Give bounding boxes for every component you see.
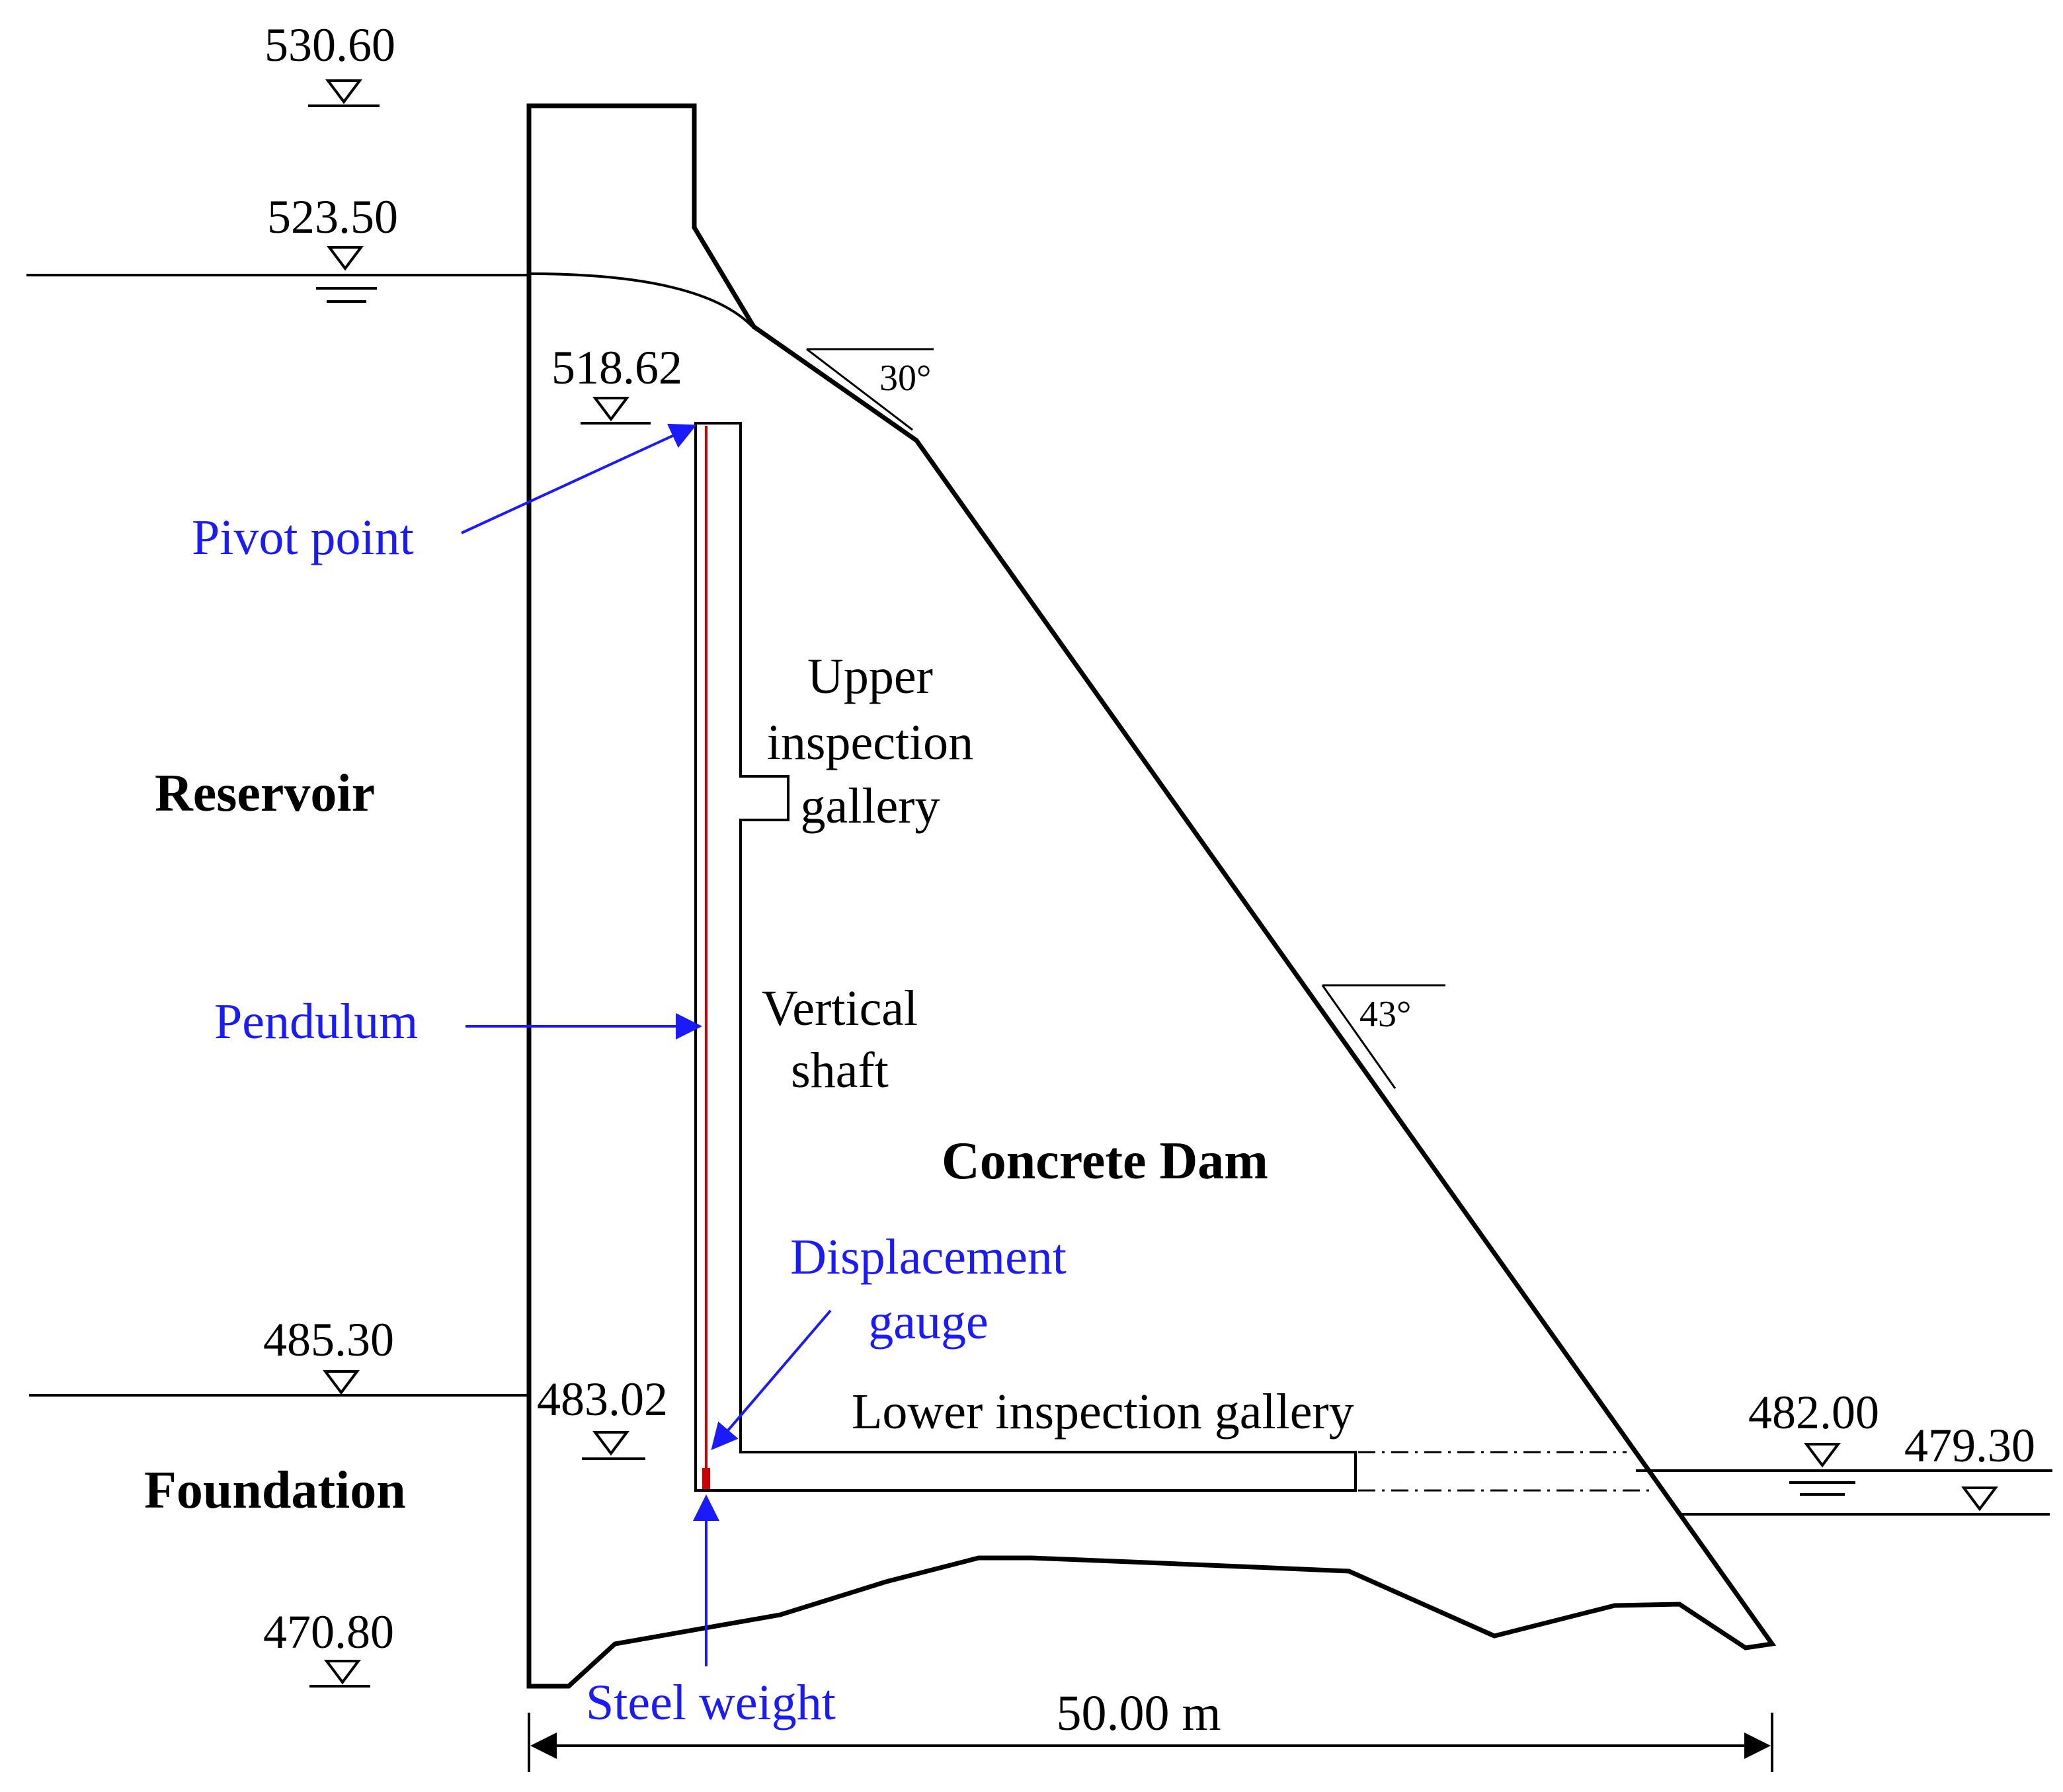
slope-30-indicator: [806, 348, 934, 431]
svg-text:Vertical: Vertical: [762, 981, 918, 1036]
elevation-marker-gauge: 483.02: [537, 1373, 668, 1460]
angle-30-label: 30°: [879, 358, 931, 399]
displacement-gauge-label: Displacement gauge: [790, 1229, 1067, 1350]
elevation-marker-foundation-bottom: 470.80: [263, 1606, 394, 1688]
pendulum-label: Pendulum: [214, 994, 418, 1049]
pivot-point-arrow: [461, 423, 697, 534]
elevation-marker-foundation-top: 485.30: [263, 1313, 394, 1397]
svg-text:485.30: 485.30: [263, 1313, 394, 1366]
svg-text:gauge: gauge: [868, 1294, 988, 1350]
vertical-shaft-label: Vertical shaft: [762, 981, 918, 1098]
lower-gallery-label: Lower inspection gallery: [852, 1384, 1354, 1440]
angle-43-label: 43°: [1359, 994, 1411, 1035]
dam-outline: [526, 103, 1777, 1689]
svg-text:483.02: 483.02: [537, 1373, 668, 1426]
elevation-marker-upstream-water: 523.50: [267, 190, 398, 303]
svg-text:518.62: 518.62: [551, 341, 682, 394]
upper-gallery-label: Upper inspection gallery: [767, 649, 973, 834]
displacement-gauge-arrow: [711, 1309, 832, 1451]
elevation-marker-downstream-ground: 479.30: [1904, 1419, 2035, 1512]
elevation-marker-crest: 530.60: [264, 19, 395, 107]
steel-weight-label: Steel weight: [586, 1675, 836, 1731]
svg-text:479.30: 479.30: [1904, 1419, 2035, 1472]
slope-43-indicator: [1321, 984, 1445, 1089]
steel-weight-block: [702, 1468, 710, 1489]
elevation-marker-downstream-water: 482.00: [1748, 1386, 1879, 1496]
svg-text:shaft: shaft: [791, 1043, 889, 1098]
foundation-label: Foundation: [144, 1461, 406, 1520]
svg-text:Displacement: Displacement: [790, 1229, 1067, 1285]
pivot-point-label: Pivot point: [192, 510, 414, 565]
svg-text:470.80: 470.80: [263, 1606, 394, 1658]
phreatic-line: [528, 272, 754, 328]
svg-text:gallery: gallery: [800, 778, 940, 834]
vertical-shaft: [694, 422, 1357, 1492]
svg-text:530.60: 530.60: [264, 19, 395, 71]
base-width-label: 50.00 m: [1056, 1686, 1221, 1741]
concrete-dam-label: Concrete Dam: [942, 1132, 1268, 1190]
elevation-marker-pivot: 518.62: [551, 341, 682, 425]
svg-text:482.00: 482.00: [1748, 1386, 1879, 1439]
svg-text:Upper: Upper: [807, 649, 933, 704]
svg-text:523.50: 523.50: [267, 190, 398, 243]
svg-text:inspection: inspection: [767, 715, 973, 770]
reservoir-label: Reservoir: [155, 764, 375, 823]
